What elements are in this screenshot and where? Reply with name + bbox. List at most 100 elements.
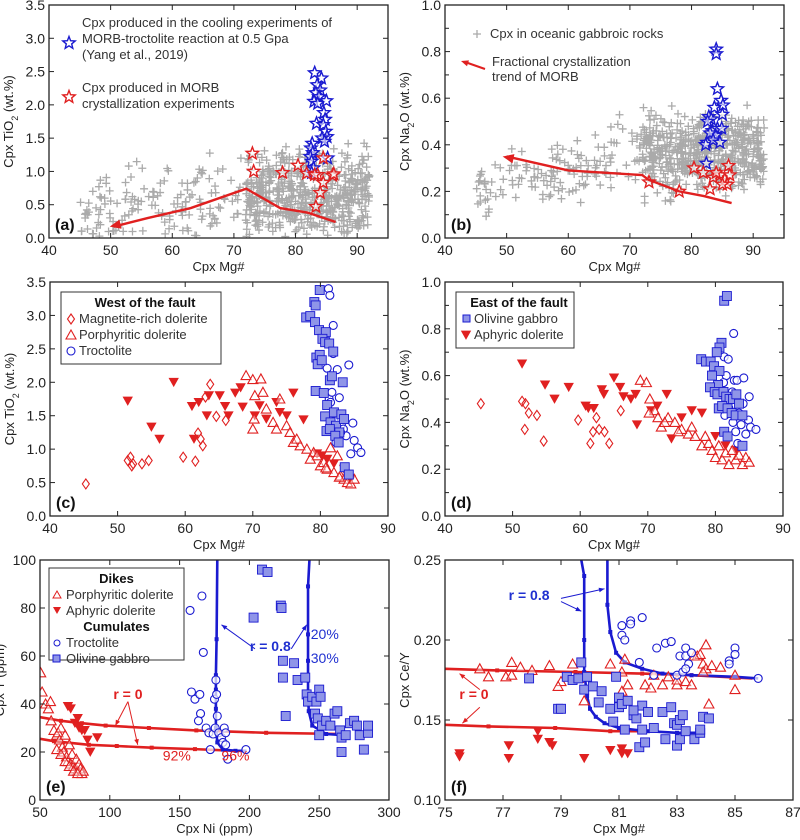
data-point (254, 401, 265, 411)
data-point (144, 454, 153, 467)
data-point (621, 678, 634, 690)
data-point (582, 671, 593, 682)
gray-point (702, 149, 711, 158)
gray-point (661, 173, 670, 182)
gray-point (482, 185, 491, 194)
data-point (689, 430, 702, 441)
gray-point (505, 166, 514, 175)
legend-text: Troctolite (66, 635, 119, 650)
curve-tick (640, 671, 645, 676)
gray-point (684, 154, 693, 163)
gray-point (670, 159, 679, 168)
data-point (539, 380, 551, 390)
gray-point (650, 115, 659, 124)
gray-point (555, 156, 564, 165)
x-tick-label: 77 (495, 804, 511, 820)
data-point (71, 767, 84, 779)
y-tick-label: 0.6 (422, 90, 442, 106)
data-point (328, 320, 338, 331)
curve-tick (58, 718, 63, 723)
panel-e: r = 092% 96%r = 0.820%30%50 100 150 200 250 30… (0, 552, 401, 836)
gray-point (347, 166, 356, 175)
gray-point (549, 167, 558, 176)
x-tick-label: 40 (437, 242, 453, 258)
data-point (661, 389, 672, 400)
y-tick-label: 1.0 (422, 274, 442, 290)
x-tick-label: 80 (313, 520, 329, 536)
data-point (203, 391, 215, 401)
data-point (354, 730, 365, 741)
gray-point (491, 160, 500, 169)
data-point (543, 659, 556, 671)
data-point (290, 432, 303, 444)
data-point (45, 714, 58, 726)
data-point (620, 635, 630, 645)
data-point (634, 374, 647, 385)
gray-point (546, 190, 555, 199)
data-point (340, 730, 351, 741)
data-point (681, 664, 691, 674)
gray-point (193, 173, 202, 182)
gray-point (644, 111, 653, 120)
gray-point (313, 222, 322, 231)
gray-point (319, 226, 328, 235)
gray-point (679, 154, 688, 163)
gray-point (343, 227, 352, 236)
gray-point (731, 127, 740, 136)
gray-point (714, 151, 723, 160)
panel-f: r = 0.8 r = 0 75 77 79 81 83 85 87 0.10 0.15 0.20 0.… (397, 552, 800, 836)
gray-point (258, 218, 267, 227)
gray-point (272, 151, 281, 160)
gray-point (94, 218, 103, 227)
data-point (721, 166, 738, 182)
data-point (332, 706, 343, 717)
data-point (579, 754, 590, 764)
legend-marker (53, 607, 61, 614)
gray-point (132, 157, 141, 166)
data-point (658, 416, 671, 427)
y-tick-label: 2.0 (27, 374, 47, 390)
gray-point (95, 192, 104, 201)
data-point (244, 145, 261, 161)
gray-point (89, 229, 98, 238)
gray-point (362, 163, 371, 172)
gray-point (557, 194, 566, 203)
gray-point (475, 176, 484, 185)
data-point (744, 392, 754, 402)
gray-point (160, 176, 169, 185)
gray-point (631, 175, 640, 184)
x-tick-label: 90 (775, 520, 791, 536)
gray-point (578, 172, 587, 181)
data-point (214, 391, 225, 401)
x-tick-label: 80 (684, 242, 700, 258)
data-point (294, 439, 307, 451)
gray-point (271, 223, 280, 232)
data-point (503, 754, 514, 764)
data-point (573, 673, 584, 684)
annotation-label: r = 0.8 (509, 587, 550, 603)
x-tick-label: 40 (437, 520, 453, 536)
y-tick-label: 100 (13, 552, 37, 568)
curve-tick (149, 745, 154, 750)
data-point (79, 726, 90, 736)
gray-point (276, 157, 285, 166)
gray-point (745, 122, 754, 131)
gray-point (511, 193, 520, 202)
data-point (532, 734, 543, 745)
data-point (219, 401, 231, 412)
data-point (631, 420, 643, 430)
series-olivine-gabbro (301, 285, 354, 480)
curve-tick (689, 673, 694, 678)
data-point (604, 657, 617, 669)
data-point (674, 734, 685, 745)
gray-point (565, 187, 574, 196)
gray-point (264, 162, 273, 171)
gray-point (688, 115, 697, 124)
gray-point (346, 209, 355, 218)
legend-text: Aphyric dolerite (66, 603, 156, 618)
data-point (516, 359, 528, 369)
data-point (358, 744, 369, 755)
gray-point (291, 215, 300, 224)
gray-point (292, 225, 301, 234)
gray-point (331, 193, 340, 202)
